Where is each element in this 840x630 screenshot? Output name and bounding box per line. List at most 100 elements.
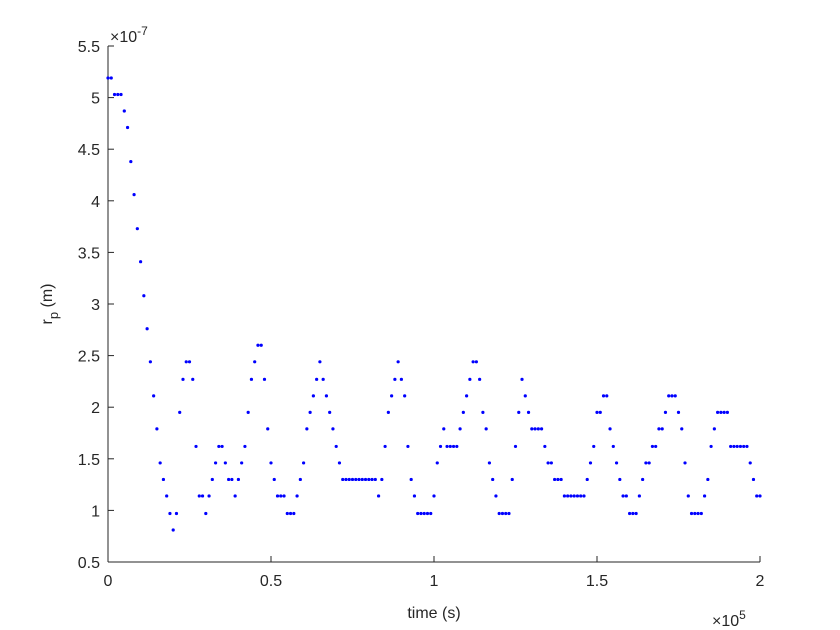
point bbox=[194, 444, 198, 449]
point bbox=[266, 427, 270, 431]
point bbox=[699, 511, 703, 516]
point bbox=[748, 461, 752, 465]
point bbox=[243, 444, 247, 449]
point bbox=[556, 477, 560, 482]
y-tick-label: 2.5 bbox=[78, 349, 100, 366]
y-axis-label: rp (m) bbox=[39, 284, 61, 325]
point bbox=[386, 410, 390, 414]
point bbox=[611, 444, 615, 449]
point bbox=[129, 159, 133, 164]
point bbox=[510, 477, 514, 482]
point bbox=[732, 444, 736, 449]
point bbox=[269, 461, 273, 465]
point bbox=[298, 477, 302, 482]
point bbox=[383, 444, 387, 449]
point bbox=[200, 494, 205, 498]
point bbox=[152, 394, 156, 398]
point bbox=[275, 494, 280, 498]
point bbox=[458, 427, 462, 431]
point bbox=[279, 494, 283, 498]
point bbox=[683, 461, 687, 465]
point bbox=[566, 494, 570, 498]
point bbox=[125, 125, 130, 130]
point bbox=[696, 511, 700, 516]
point bbox=[370, 477, 374, 482]
point bbox=[487, 461, 492, 465]
point bbox=[572, 494, 576, 498]
point bbox=[282, 494, 286, 498]
point bbox=[742, 444, 746, 449]
x-tick-label: 1.5 bbox=[586, 573, 608, 590]
point bbox=[217, 444, 221, 449]
point bbox=[122, 109, 126, 113]
point bbox=[751, 477, 756, 482]
point bbox=[230, 477, 234, 482]
point bbox=[605, 394, 609, 398]
point bbox=[119, 92, 123, 97]
point bbox=[178, 410, 182, 414]
point bbox=[673, 394, 677, 398]
point bbox=[334, 444, 338, 449]
point bbox=[468, 377, 472, 381]
point bbox=[302, 461, 306, 465]
point bbox=[148, 360, 152, 364]
point bbox=[116, 92, 120, 97]
point bbox=[419, 511, 423, 516]
point bbox=[628, 511, 632, 516]
point bbox=[197, 494, 201, 498]
point bbox=[598, 410, 602, 414]
point bbox=[168, 511, 172, 516]
point bbox=[562, 494, 567, 498]
point bbox=[318, 360, 322, 364]
point bbox=[233, 494, 237, 498]
y-exponent-base: ×10 bbox=[110, 29, 137, 46]
y-label-main: r bbox=[39, 319, 56, 325]
point bbox=[520, 377, 524, 381]
point bbox=[680, 427, 684, 431]
point bbox=[158, 461, 162, 465]
point bbox=[442, 427, 446, 431]
point bbox=[227, 477, 231, 482]
point bbox=[712, 427, 716, 431]
y-tick-label: 1.5 bbox=[78, 452, 100, 469]
point bbox=[165, 494, 169, 498]
point bbox=[308, 410, 312, 414]
point bbox=[390, 394, 394, 398]
point bbox=[637, 494, 641, 498]
point bbox=[324, 394, 329, 398]
point bbox=[745, 444, 749, 449]
point bbox=[139, 260, 143, 264]
point bbox=[253, 360, 257, 364]
point bbox=[112, 92, 117, 97]
point bbox=[455, 444, 459, 449]
point bbox=[344, 477, 348, 482]
point bbox=[716, 410, 720, 414]
point bbox=[559, 477, 563, 482]
point bbox=[236, 477, 240, 482]
point bbox=[631, 511, 635, 516]
point bbox=[585, 477, 589, 482]
y-label-sub: p bbox=[46, 312, 61, 319]
point bbox=[491, 477, 495, 482]
point bbox=[315, 377, 319, 381]
point bbox=[706, 477, 710, 482]
point bbox=[161, 477, 166, 482]
x-exponent: ×105 bbox=[712, 608, 746, 630]
point bbox=[451, 444, 456, 449]
point bbox=[634, 511, 638, 516]
point bbox=[624, 494, 628, 498]
point bbox=[709, 444, 713, 449]
point bbox=[406, 444, 410, 449]
point bbox=[380, 477, 384, 482]
point bbox=[657, 427, 661, 431]
point bbox=[621, 494, 625, 498]
point bbox=[249, 377, 254, 381]
point bbox=[331, 427, 335, 431]
x-tick-label: 0.5 bbox=[260, 573, 282, 590]
point bbox=[448, 444, 452, 449]
point bbox=[142, 294, 146, 298]
point bbox=[461, 410, 465, 414]
point bbox=[582, 494, 586, 498]
